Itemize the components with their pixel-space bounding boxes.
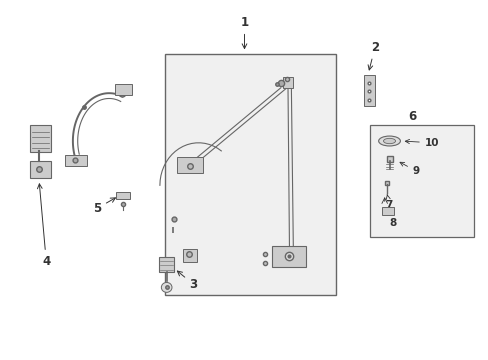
Bar	[177, 157, 203, 173]
Text: 7: 7	[385, 194, 392, 210]
Ellipse shape	[378, 136, 400, 146]
Bar	[382, 207, 393, 215]
Bar	[115, 84, 132, 95]
Text: 8: 8	[389, 217, 396, 228]
Text: 1: 1	[240, 16, 248, 49]
Bar	[159, 257, 174, 272]
Ellipse shape	[383, 138, 395, 144]
Bar	[116, 192, 130, 199]
Bar	[30, 161, 51, 178]
Bar	[271, 246, 305, 267]
Bar	[369, 125, 473, 237]
Text: 6: 6	[408, 110, 416, 123]
Text: 10: 10	[405, 138, 438, 148]
Bar	[364, 76, 374, 105]
Bar	[183, 249, 196, 261]
Bar	[65, 155, 86, 166]
Text: 5: 5	[93, 198, 115, 215]
Text: 9: 9	[399, 162, 419, 176]
Text: 2: 2	[367, 41, 378, 70]
Text: 4: 4	[38, 184, 50, 268]
Bar	[30, 125, 51, 152]
Bar	[164, 54, 336, 295]
Bar	[283, 77, 292, 88]
Text: 3: 3	[177, 271, 198, 291]
Ellipse shape	[161, 283, 172, 292]
